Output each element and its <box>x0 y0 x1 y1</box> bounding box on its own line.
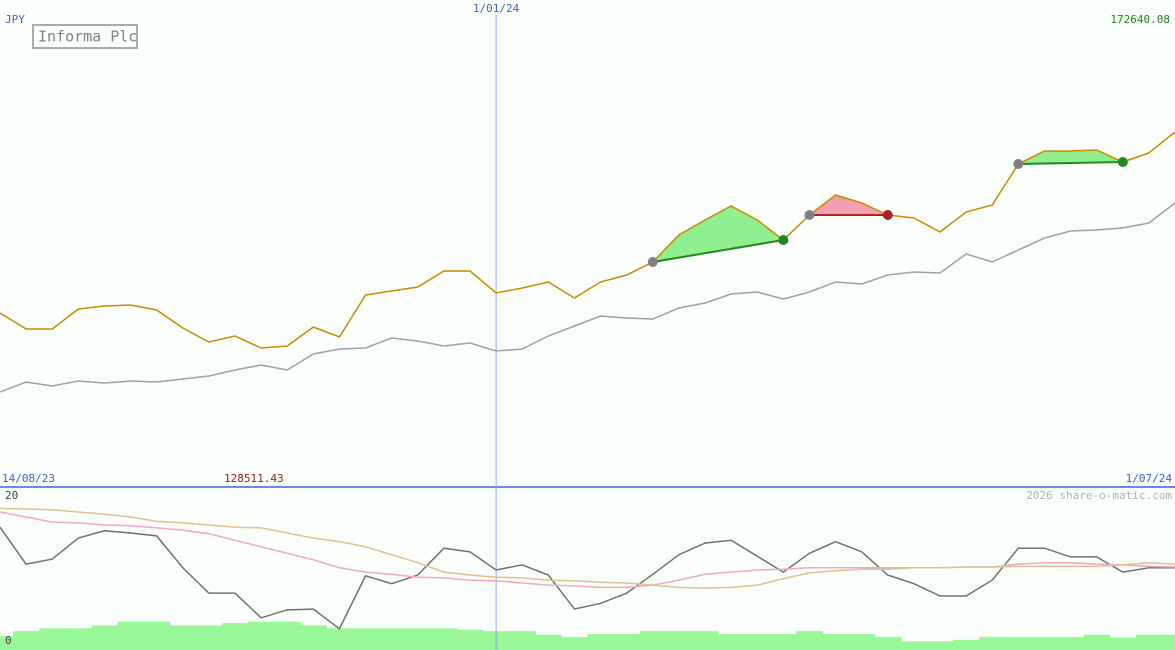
volume-bar <box>378 628 406 650</box>
volume-bar <box>221 623 249 650</box>
volume-bar <box>979 636 1006 650</box>
volume-bar <box>509 631 536 650</box>
signal-area <box>652 206 784 263</box>
y-max-label: 172640.08 <box>1110 13 1170 26</box>
watermark: 2026 share-o-matic.com <box>1026 489 1172 502</box>
volume-bar <box>848 634 876 650</box>
volume-bar <box>796 631 823 650</box>
volume-bar <box>1135 634 1163 650</box>
volume-bar <box>639 631 667 650</box>
indicator-line <box>0 511 1175 589</box>
volume-bar <box>326 628 353 650</box>
signal-start <box>647 257 658 268</box>
volume-bar <box>143 621 171 650</box>
volume-bar <box>587 634 615 650</box>
signal-area <box>1018 150 1123 165</box>
signal-end <box>1117 157 1128 168</box>
volume-bar <box>39 628 66 650</box>
indicator-tick-label: 0 <box>5 634 12 647</box>
volume-bar <box>13 631 40 650</box>
volume-bar <box>1005 636 1032 650</box>
price-line <box>0 202 1175 393</box>
volume-bar <box>900 641 928 650</box>
volume-bar <box>691 631 719 650</box>
volume-bar <box>744 634 771 650</box>
currency-label: JPY <box>5 13 25 26</box>
x-end-label: 1/07/24 <box>1126 472 1173 485</box>
volume-bar <box>613 634 641 650</box>
signal-line <box>652 239 784 263</box>
price-line <box>0 131 1175 349</box>
volume-bar <box>822 634 850 650</box>
volume-bar <box>770 634 797 650</box>
volume-bar <box>1083 634 1111 650</box>
volume-bar <box>1031 636 1058 650</box>
volume-bar <box>561 636 588 650</box>
signal-end <box>778 235 789 246</box>
signal-area <box>809 195 888 216</box>
volume-bar <box>953 639 980 650</box>
signal-line <box>1018 161 1123 166</box>
volume-bar <box>456 629 484 650</box>
volume-bar <box>926 641 954 650</box>
signal-end <box>882 210 893 221</box>
volume-bar <box>535 634 562 650</box>
x-start-label: 14/08/23 <box>2 472 55 485</box>
volume-bar <box>248 621 275 650</box>
indicator-line <box>0 507 1175 589</box>
date-label: 1/01/24 <box>473 2 520 15</box>
volume-bar <box>352 628 380 650</box>
volume-bar <box>169 625 197 650</box>
volume-bar <box>300 625 327 650</box>
volume-bar <box>665 631 693 650</box>
volume-bar <box>91 625 118 650</box>
volume-bar <box>718 634 745 650</box>
volume-bar <box>65 628 92 650</box>
signal-start <box>804 210 815 221</box>
volume-bar <box>430 628 458 650</box>
signal-start <box>1013 159 1024 170</box>
indicator-line <box>0 526 1175 630</box>
volume-bar <box>1109 637 1137 650</box>
volume-bar <box>117 621 145 650</box>
volume-bar <box>0 636 14 650</box>
indicator-tick-label: 20 <box>5 489 18 502</box>
volume-bar <box>874 636 902 650</box>
chart-title: Informa Plc <box>38 28 137 46</box>
volume-bar <box>274 621 301 650</box>
volume-bar <box>1057 636 1085 650</box>
y-min-label: 128511.43 <box>224 472 284 485</box>
volume-bar <box>404 628 432 650</box>
volume-bar <box>195 625 223 650</box>
volume-bar <box>1161 634 1175 650</box>
title-box <box>32 24 138 49</box>
